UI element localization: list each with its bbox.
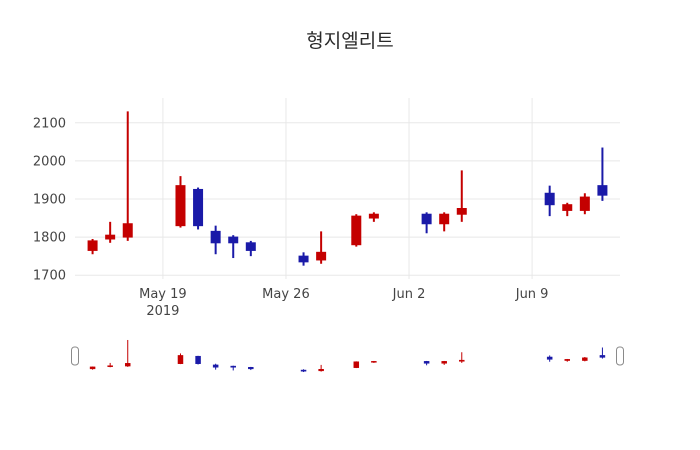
- range-slider-candle: [582, 356, 588, 362]
- mini-candle-body: [423, 361, 430, 364]
- mini-candle-body: [177, 355, 184, 364]
- range-slider-candle: [89, 366, 96, 370]
- axis-labels: 1700 1800 1900 2000 2100 May 19 2019 May 26 Jun …: [33, 116, 549, 319]
- candle[interactable]: [122, 111, 133, 241]
- chart-title: 형지엘리트: [306, 30, 394, 52]
- candle-body: [193, 188, 204, 227]
- plot-area[interactable]: [75, 98, 620, 279]
- mini-candle-body: [195, 355, 201, 364]
- candle-body: [105, 234, 116, 240]
- range-slider-candle: [441, 360, 447, 365]
- range-slider-candle: [230, 365, 236, 371]
- range-slider-candle: [248, 366, 254, 371]
- mini-candle-body: [564, 359, 571, 361]
- range-slider-candle: [177, 353, 184, 365]
- candle-body: [245, 242, 256, 251]
- mini-candle-body: [441, 361, 447, 364]
- range-slider-candle: [300, 369, 307, 373]
- mini-candle-body: [212, 364, 219, 368]
- range-slider-handle-left[interactable]: [71, 346, 79, 366]
- range-slider-candle: [318, 364, 324, 372]
- candle[interactable]: [368, 212, 379, 222]
- range-slider-candle: [195, 355, 201, 365]
- y-tick-label: 2000: [33, 154, 66, 169]
- candle-body: [456, 208, 467, 215]
- candle-body: [210, 230, 221, 244]
- candle-body: [544, 192, 555, 206]
- y-tick-label: 1800: [33, 231, 66, 246]
- mini-candle-body: [371, 361, 377, 363]
- candle-body: [351, 215, 362, 246]
- candle[interactable]: [456, 170, 467, 222]
- range-slider[interactable]: [71, 338, 624, 374]
- candle[interactable]: [351, 214, 362, 247]
- range-slider-candle: [212, 363, 219, 370]
- x-tick-label: May 26: [262, 287, 310, 302]
- candle-body: [421, 213, 432, 225]
- gridlines: [75, 98, 620, 279]
- range-slider-handle-right[interactable]: [616, 346, 624, 366]
- mini-candle-body: [318, 369, 324, 372]
- mini-candle-body: [107, 365, 113, 367]
- range-slider-candle: [371, 360, 377, 363]
- range-slider-candle: [423, 360, 430, 366]
- candle[interactable]: [228, 235, 239, 259]
- candle[interactable]: [316, 231, 327, 264]
- candle-body: [175, 185, 186, 227]
- candle[interactable]: [562, 202, 573, 217]
- range-slider-candle: [124, 339, 131, 367]
- mini-candle-body: [230, 365, 236, 368]
- mini-candle-body: [124, 363, 131, 367]
- candle-body: [439, 213, 450, 225]
- candle[interactable]: [245, 240, 256, 257]
- candle[interactable]: [193, 187, 204, 230]
- candle-body: [597, 185, 608, 196]
- candle-body: [87, 240, 98, 251]
- candle[interactable]: [579, 193, 590, 215]
- candle-body: [298, 255, 309, 263]
- y-tick-label: 2100: [33, 116, 66, 131]
- mini-candle-body: [599, 355, 606, 358]
- x-tick-label: Jun 9: [515, 287, 549, 302]
- mini-candle-body: [459, 359, 465, 362]
- candle-body: [562, 204, 573, 211]
- candle-body: [122, 223, 133, 238]
- range-slider-candle: [564, 358, 571, 362]
- x-tick-label: May 19: [139, 287, 187, 302]
- candle[interactable]: [544, 185, 555, 217]
- candle-body: [228, 236, 239, 244]
- range-slider-candle: [459, 352, 465, 363]
- candle[interactable]: [298, 252, 309, 266]
- mini-candle-body: [582, 357, 588, 361]
- range-slider-candle: [353, 361, 360, 369]
- candle-body: [368, 213, 379, 219]
- candle-body: [316, 251, 327, 261]
- x-tick-sublabel: 2019: [146, 304, 179, 319]
- mini-candle-body: [546, 356, 553, 360]
- candle[interactable]: [597, 147, 608, 201]
- candles: [87, 111, 608, 266]
- candle[interactable]: [439, 212, 450, 232]
- x-tick-label: Jun 2: [392, 287, 426, 302]
- mini-candle-body: [248, 367, 254, 370]
- y-tick-label: 1900: [33, 192, 66, 207]
- y-tick-label: 1700: [33, 269, 66, 284]
- candle[interactable]: [210, 225, 221, 255]
- candle[interactable]: [175, 176, 186, 228]
- candle[interactable]: [87, 238, 98, 255]
- mini-candle-body: [89, 366, 96, 370]
- candle[interactable]: [421, 212, 432, 234]
- mini-candle-body: [353, 361, 360, 368]
- candle[interactable]: [105, 221, 116, 243]
- range-slider-candle: [599, 347, 606, 359]
- candle-body: [579, 196, 590, 211]
- range-slider-track[interactable]: [75, 338, 620, 374]
- range-slider-candle: [546, 355, 553, 362]
- range-slider-candle: [107, 362, 113, 368]
- mini-candle-body: [300, 369, 307, 372]
